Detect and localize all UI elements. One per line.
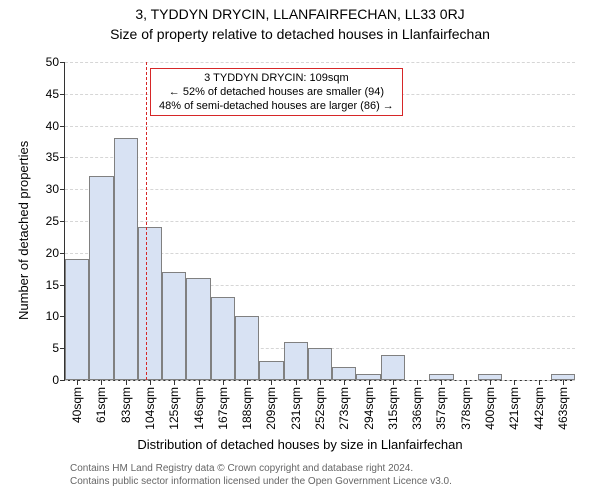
x-tick-mark (514, 380, 515, 385)
histogram-bar (162, 272, 186, 380)
x-tick-label: 273sqm (337, 387, 351, 430)
x-tick-label: 104sqm (143, 387, 157, 430)
x-tick-mark (223, 380, 224, 385)
footer-line: Contains public sector information licen… (70, 475, 452, 488)
x-tick-label: 231sqm (289, 387, 303, 430)
x-tick-label: 167sqm (216, 387, 230, 430)
x-tick-mark (344, 380, 345, 385)
x-tick-mark (101, 380, 102, 385)
x-tick-label: 400sqm (483, 387, 497, 430)
x-tick-label: 336sqm (410, 387, 424, 430)
y-tick-label: 5 (52, 341, 65, 355)
x-tick-mark (320, 380, 321, 385)
histogram-bar (89, 176, 113, 380)
x-tick-mark (539, 380, 540, 385)
x-tick-label: 252sqm (313, 387, 327, 430)
x-tick-mark (466, 380, 467, 385)
y-tick-label: 45 (46, 87, 65, 101)
y-tick-label: 15 (46, 278, 65, 292)
x-tick-label: 209sqm (264, 387, 278, 430)
y-axis-label: Number of detached properties (16, 141, 31, 320)
histogram-chart: 3, TYDDYN DRYCIN, LLANFAIRFECHAN, LL33 0… (0, 0, 600, 500)
y-tick-label: 40 (46, 119, 65, 133)
x-tick-label: 40sqm (70, 387, 84, 423)
gridline (65, 189, 575, 190)
x-tick-mark (77, 380, 78, 385)
histogram-bar (259, 361, 283, 380)
x-tick-mark (150, 380, 151, 385)
x-axis-label: Distribution of detached houses by size … (0, 437, 600, 452)
gridline (65, 157, 575, 158)
x-tick-mark (417, 380, 418, 385)
histogram-bar (308, 348, 332, 380)
chart-title-line2: Size of property relative to detached ho… (0, 26, 600, 42)
gridline (65, 126, 575, 127)
gridline (65, 62, 575, 63)
y-tick-label: 25 (46, 214, 65, 228)
chart-title-line1: 3, TYDDYN DRYCIN, LLANFAIRFECHAN, LL33 0… (0, 6, 600, 22)
y-tick-label: 30 (46, 182, 65, 196)
histogram-bar (138, 227, 162, 380)
x-tick-mark (393, 380, 394, 385)
x-tick-label: 294sqm (362, 387, 376, 430)
x-tick-mark (247, 380, 248, 385)
x-tick-mark (563, 380, 564, 385)
y-tick-label: 0 (52, 373, 65, 387)
x-tick-mark (296, 380, 297, 385)
x-tick-label: 357sqm (434, 387, 448, 430)
histogram-bar (284, 342, 308, 380)
y-tick-label: 10 (46, 309, 65, 323)
annotation-line: 48% of semi-detached houses are larger (… (159, 99, 394, 113)
x-tick-label: 146sqm (192, 387, 206, 430)
footer-line: Contains HM Land Registry data © Crown c… (70, 462, 452, 475)
y-tick-label: 50 (46, 55, 65, 69)
x-tick-mark (199, 380, 200, 385)
x-tick-label: 83sqm (119, 387, 133, 423)
x-tick-label: 378sqm (459, 387, 473, 430)
x-tick-label: 463sqm (556, 387, 570, 430)
x-tick-mark (174, 380, 175, 385)
x-tick-mark (271, 380, 272, 385)
x-tick-mark (441, 380, 442, 385)
x-tick-label: 125sqm (167, 387, 181, 430)
x-tick-mark (126, 380, 127, 385)
x-tick-label: 421sqm (507, 387, 521, 430)
gridline (65, 221, 575, 222)
histogram-bar (381, 355, 405, 380)
reference-line (146, 62, 147, 380)
x-tick-mark (490, 380, 491, 385)
histogram-bar (332, 367, 356, 380)
x-tick-label: 442sqm (532, 387, 546, 430)
y-tick-label: 35 (46, 150, 65, 164)
chart-footer: Contains HM Land Registry data © Crown c… (70, 462, 452, 488)
histogram-bar (65, 259, 89, 380)
annotation-box: 3 TYDDYN DRYCIN: 109sqm← 52% of detached… (150, 68, 403, 116)
x-tick-label: 315sqm (386, 387, 400, 430)
annotation-line: 3 TYDDYN DRYCIN: 109sqm (159, 71, 394, 85)
histogram-bar (235, 316, 259, 380)
histogram-bar (114, 138, 138, 380)
annotation-line: ← 52% of detached houses are smaller (94… (159, 85, 394, 99)
histogram-bar (186, 278, 210, 380)
x-tick-label: 188sqm (240, 387, 254, 430)
x-tick-mark (369, 380, 370, 385)
x-tick-label: 61sqm (94, 387, 108, 423)
histogram-bar (211, 297, 235, 380)
y-tick-label: 20 (46, 246, 65, 260)
